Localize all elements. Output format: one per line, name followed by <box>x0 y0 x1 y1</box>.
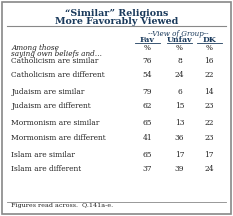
Text: %: % <box>176 44 183 52</box>
Text: More Favorably Viewed: More Favorably Viewed <box>55 17 178 26</box>
Text: Fav: Fav <box>140 36 155 44</box>
Text: 54: 54 <box>143 71 152 79</box>
Text: 8: 8 <box>177 57 182 65</box>
Text: 76: 76 <box>143 57 152 65</box>
Text: 15: 15 <box>175 102 184 110</box>
Text: saying own beliefs and…: saying own beliefs and… <box>11 50 102 58</box>
Text: 17: 17 <box>175 151 184 159</box>
Text: 36: 36 <box>175 134 184 142</box>
Text: 14: 14 <box>204 88 214 96</box>
Text: --View of Group--: --View of Group-- <box>148 30 209 38</box>
Text: Islam are different: Islam are different <box>11 165 81 173</box>
Text: 23: 23 <box>204 102 214 110</box>
Text: “Similar” Religions: “Similar” Religions <box>65 9 168 18</box>
Text: Catholicism are different: Catholicism are different <box>11 71 105 79</box>
Text: Catholicism are similar: Catholicism are similar <box>11 57 99 65</box>
Text: Islam are similar: Islam are similar <box>11 151 75 159</box>
Text: Among those: Among those <box>11 44 59 52</box>
Text: Mormonism are different: Mormonism are different <box>11 134 106 142</box>
Text: 22: 22 <box>204 119 214 127</box>
Text: 65: 65 <box>143 119 152 127</box>
Text: 65: 65 <box>143 151 152 159</box>
Text: 24: 24 <box>204 165 214 173</box>
Text: %: % <box>144 44 151 52</box>
Text: 39: 39 <box>175 165 184 173</box>
Text: 79: 79 <box>143 88 152 96</box>
Text: Mormonism are similar: Mormonism are similar <box>11 119 100 127</box>
Text: Figures read across.  Q.141a-e.: Figures read across. Q.141a-e. <box>11 203 113 208</box>
Text: Judaism are similar: Judaism are similar <box>11 88 85 96</box>
Text: 41: 41 <box>143 134 152 142</box>
Text: 24: 24 <box>175 71 184 79</box>
Text: 62: 62 <box>143 102 152 110</box>
Text: %: % <box>206 44 213 52</box>
Text: Unfav: Unfav <box>167 36 192 44</box>
Text: 17: 17 <box>204 151 214 159</box>
Text: 37: 37 <box>143 165 152 173</box>
Text: 23: 23 <box>204 134 214 142</box>
Text: 22: 22 <box>204 71 214 79</box>
Text: 6: 6 <box>177 88 182 96</box>
Text: 13: 13 <box>175 119 184 127</box>
Text: 16: 16 <box>204 57 214 65</box>
Text: Judaism are different: Judaism are different <box>11 102 91 110</box>
Text: DK: DK <box>202 36 216 44</box>
